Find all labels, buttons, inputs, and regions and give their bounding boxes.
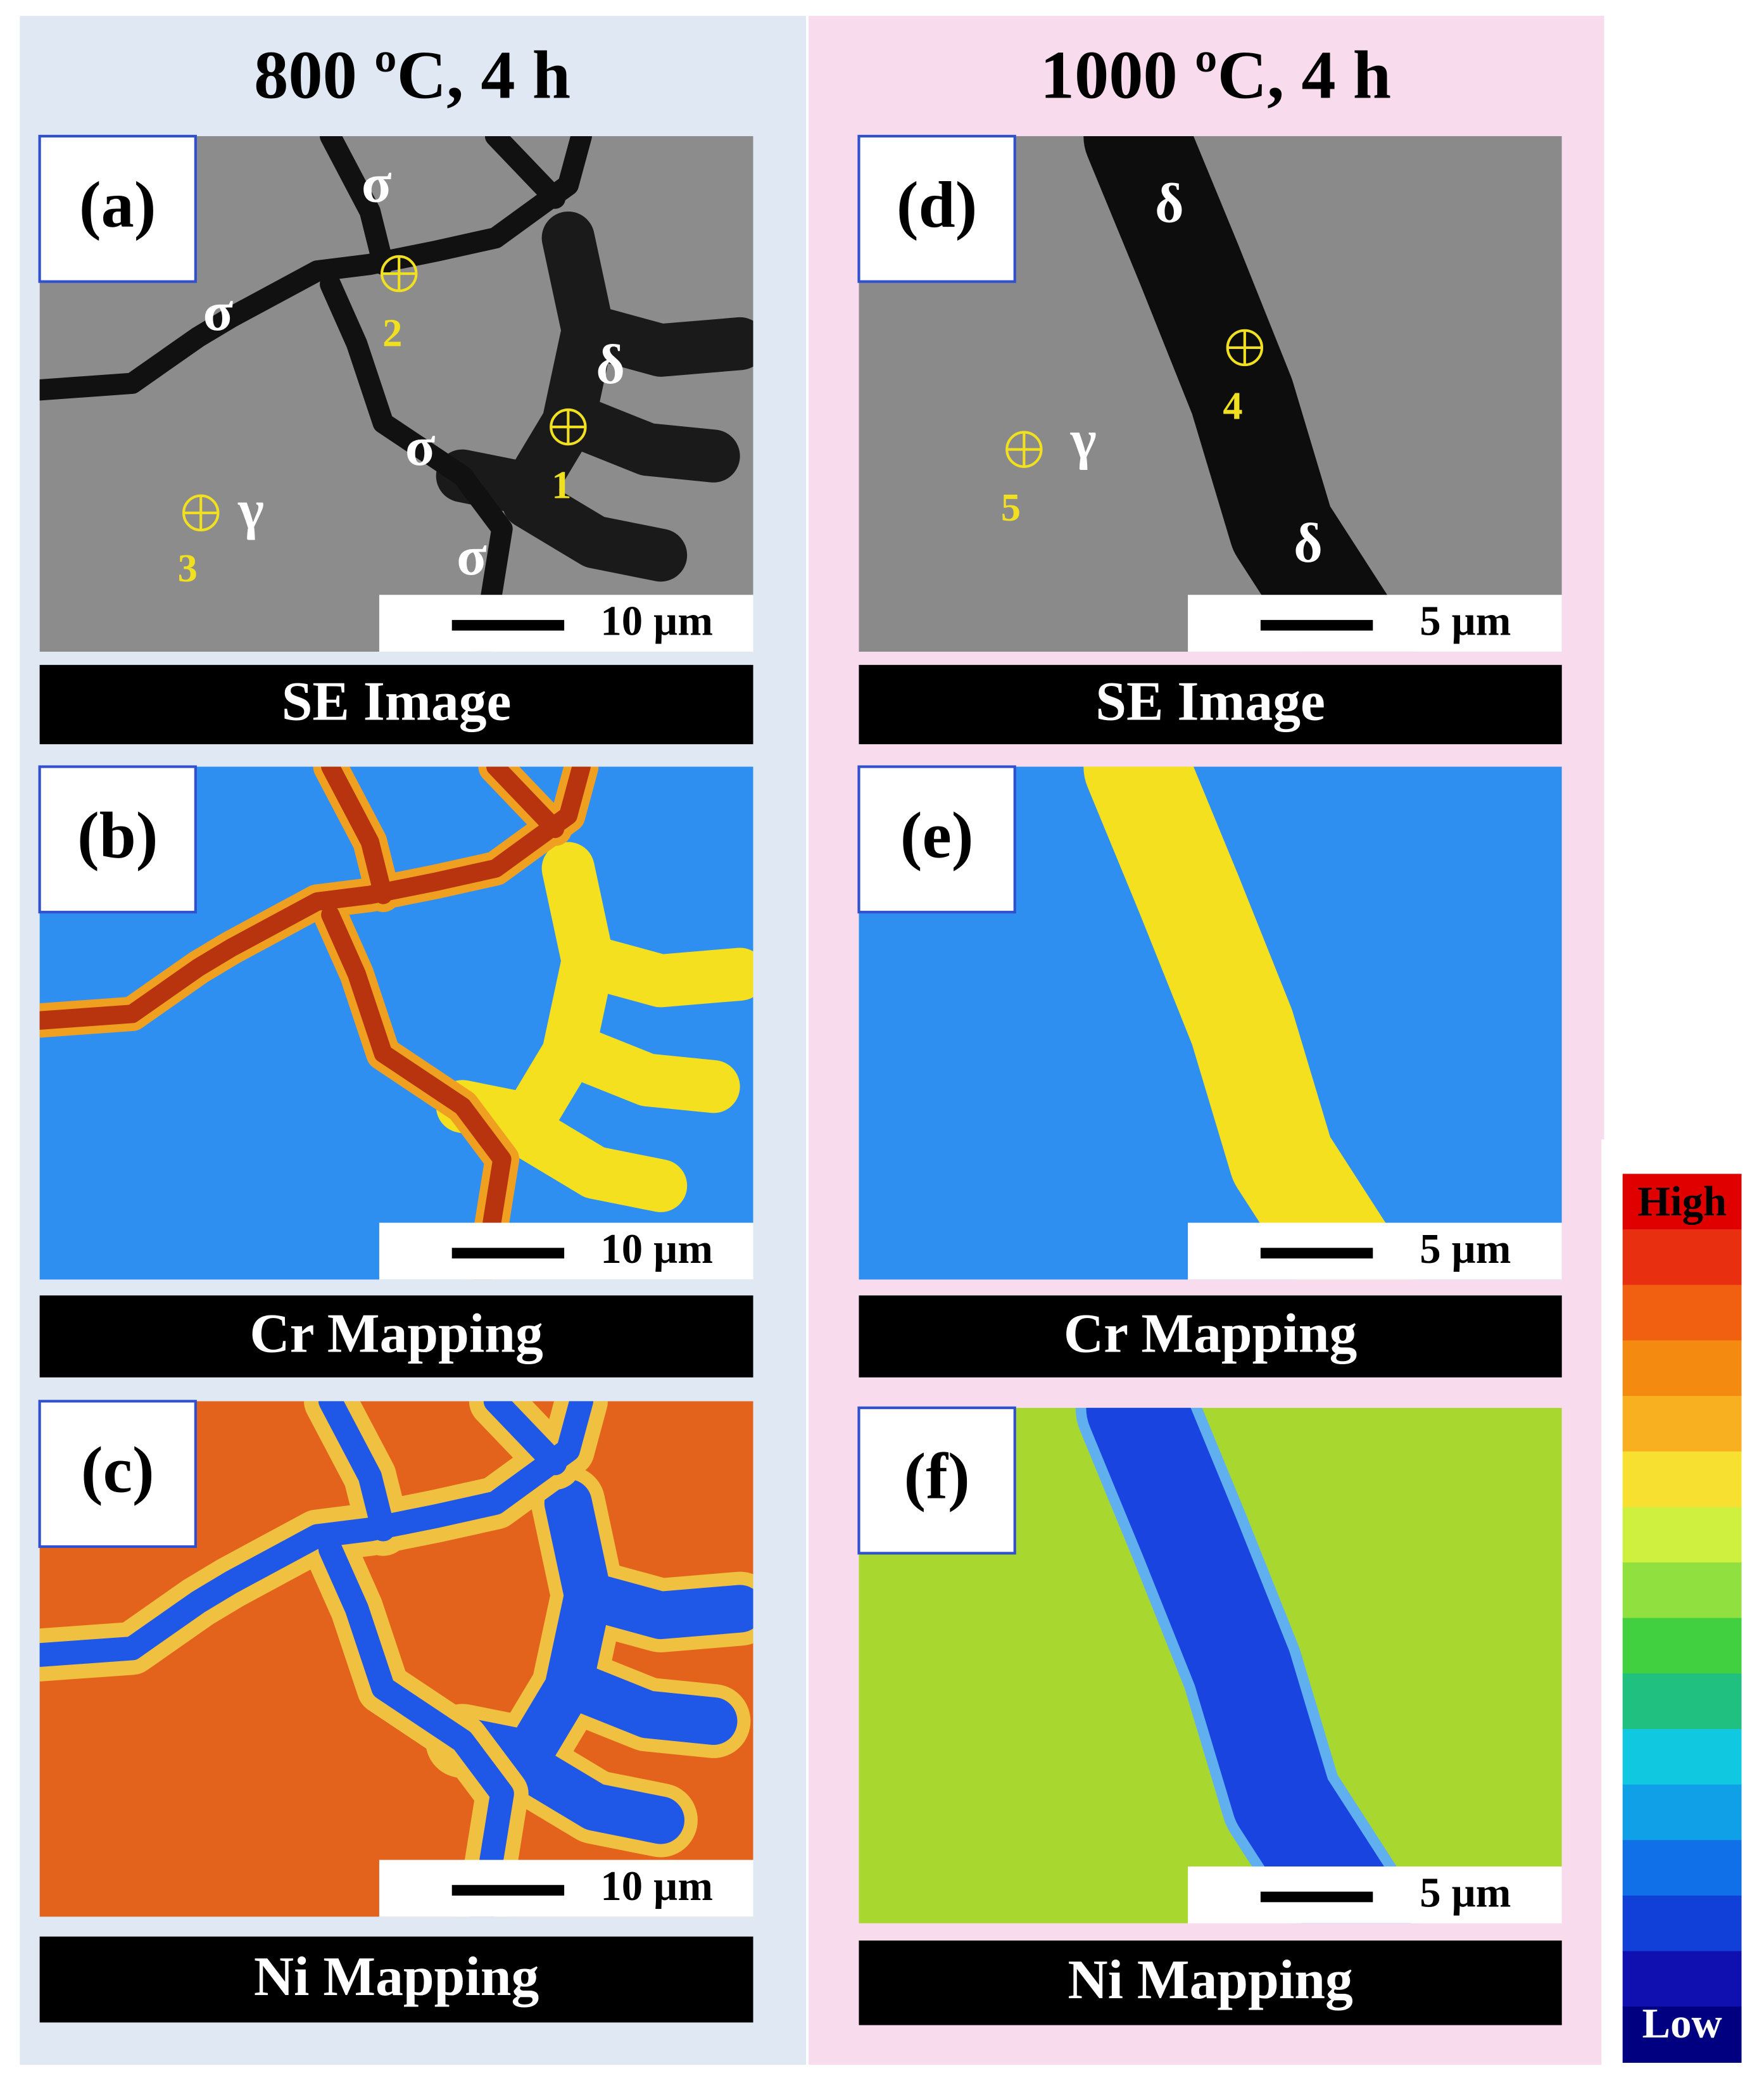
phase-network — [505, 1743, 685, 1844]
caption: Cr Mapping — [1064, 1302, 1357, 1364]
panel-label-box — [857, 1406, 1016, 1555]
annotation: 1 — [551, 463, 571, 507]
scale-bar-box — [1188, 595, 1562, 652]
phase-network — [39, 1401, 594, 1667]
annotation: 4 — [1223, 383, 1242, 428]
caption-bar — [39, 664, 753, 745]
phase-network — [555, 396, 740, 483]
colorbar-high: High — [1637, 1178, 1727, 1225]
phase-network — [321, 766, 393, 904]
phase-network — [555, 1027, 740, 1113]
colorbar-low: Low — [1642, 2000, 1722, 2047]
phase-network — [39, 136, 592, 401]
annotation: 5 — [1001, 485, 1021, 529]
column-title: 800 ºC, 4 h — [254, 37, 570, 113]
caption-bar — [859, 1940, 1562, 2025]
colorbar-band — [1622, 1284, 1742, 1341]
colorbar-band — [1622, 2006, 1742, 2063]
caption-bar — [39, 1295, 753, 1378]
caption: Cr Mapping — [249, 1302, 543, 1364]
micrograph — [39, 1401, 753, 1917]
phase-network — [320, 274, 513, 652]
phase-network — [321, 905, 512, 1280]
panel-label: (c) — [81, 1433, 154, 1506]
colorbar-band — [1622, 1562, 1742, 1619]
caption: Ni Mapping — [254, 1946, 539, 2007]
scale-bar-box — [1188, 1222, 1562, 1280]
colorbar-band — [1622, 1895, 1742, 1952]
phase-network — [1086, 1407, 1411, 1923]
scale-bar-box — [379, 1859, 753, 1917]
annotation: δ — [1155, 172, 1183, 234]
phase-network — [561, 304, 753, 377]
annotation: σ — [457, 525, 487, 586]
annotation: 3 — [178, 546, 198, 590]
annotation: 2 — [382, 311, 402, 355]
panel-label-box — [857, 765, 1016, 914]
phase-network — [484, 136, 566, 209]
annotation: δ — [1294, 512, 1322, 573]
caption-bar — [859, 664, 1562, 745]
phase-network — [486, 766, 565, 839]
annotation: σ — [362, 153, 392, 214]
colorbar-band — [1622, 1618, 1742, 1675]
phase-network — [1083, 766, 1414, 1280]
annotation: σ — [405, 415, 436, 477]
colorbar-band — [1622, 1451, 1742, 1508]
phase-network — [318, 1537, 514, 1917]
column-title: 1000 ºC, 4 h — [1040, 37, 1391, 113]
panel-label: (d) — [897, 168, 978, 241]
panel-label: (e) — [900, 798, 974, 871]
phase-network — [320, 136, 394, 276]
scale-bar-label: 10 µm — [600, 1226, 713, 1272]
scale-bar-label: 5 µm — [1420, 1869, 1511, 1916]
annotation: σ — [203, 281, 234, 342]
phase-network — [557, 1664, 738, 1745]
panel-label: (f) — [904, 1440, 969, 1513]
phase-network — [564, 1571, 753, 1640]
panel-label-box — [857, 134, 1016, 283]
scale-bar-label: 10 µm — [600, 1863, 713, 1910]
scale-bar-label: 10 µm — [600, 598, 713, 645]
colorbar-band — [1622, 1673, 1742, 1730]
phase-network — [39, 766, 591, 1030]
scale-bar-box — [1188, 1866, 1562, 1923]
colorbar-band — [1622, 1840, 1742, 1897]
colorbar-band — [1622, 1784, 1742, 1841]
caption-bar — [39, 1936, 753, 2023]
panel-label: (b) — [77, 798, 158, 871]
scale-bar-label: 5 µm — [1420, 598, 1511, 645]
phase-network — [502, 1106, 688, 1212]
phase-network — [502, 476, 688, 582]
panel-label-box — [38, 1400, 197, 1549]
phase-network — [318, 1401, 395, 1542]
caption: Ni Mapping — [1068, 1949, 1352, 2010]
caption: SE Image — [1095, 671, 1325, 732]
annotation: γ — [1070, 409, 1097, 470]
colorbar-band — [1622, 1951, 1742, 2008]
colorbar-band — [1622, 1229, 1742, 1286]
colorbar-band — [1622, 1728, 1742, 1785]
scale-bar-box — [379, 1222, 753, 1280]
panel-label: (a) — [79, 168, 156, 241]
caption: SE Image — [282, 671, 512, 732]
phase-network — [561, 934, 753, 1008]
phase-network — [483, 1401, 567, 1476]
colorbar-band — [1622, 1507, 1742, 1564]
phase-network — [1083, 136, 1414, 652]
annotation: γ — [237, 479, 264, 540]
caption-bar — [859, 1295, 1562, 1378]
colorbar-band — [1622, 1174, 1742, 1231]
scale-bar-box — [379, 595, 753, 652]
scale-bar-label: 5 µm — [1420, 1226, 1511, 1272]
panel-label-box — [38, 765, 197, 914]
panel-label-box — [38, 134, 197, 283]
annotation: δ — [596, 334, 624, 395]
colorbar-band — [1622, 1396, 1742, 1452]
colorbar-band — [1622, 1340, 1742, 1397]
